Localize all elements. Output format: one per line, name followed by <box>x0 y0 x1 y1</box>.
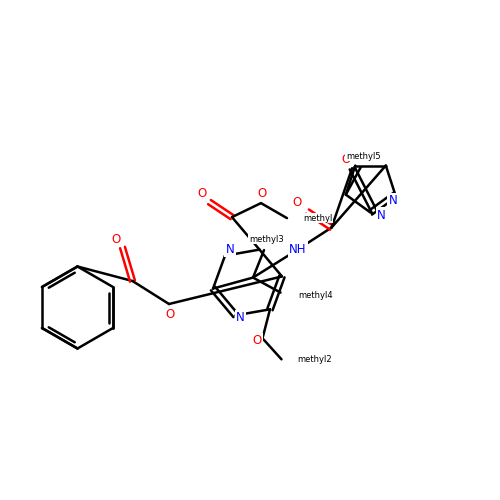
Text: O: O <box>112 233 121 246</box>
Text: N: N <box>226 243 234 256</box>
Text: N: N <box>388 194 397 207</box>
Text: O: O <box>292 196 301 209</box>
Text: methyl4: methyl4 <box>298 290 332 300</box>
Text: O: O <box>258 186 266 200</box>
Text: O: O <box>198 186 206 200</box>
Text: methyl2: methyl2 <box>298 355 332 364</box>
Text: NH: NH <box>290 242 307 256</box>
Text: methyl3: methyl3 <box>249 234 284 244</box>
Text: methyl5: methyl5 <box>346 152 380 160</box>
Text: O: O <box>166 308 174 322</box>
Text: methyl: methyl <box>303 214 332 222</box>
Text: O: O <box>253 334 262 347</box>
Text: O: O <box>342 153 351 166</box>
Text: N: N <box>236 312 245 324</box>
Text: N: N <box>377 208 386 222</box>
